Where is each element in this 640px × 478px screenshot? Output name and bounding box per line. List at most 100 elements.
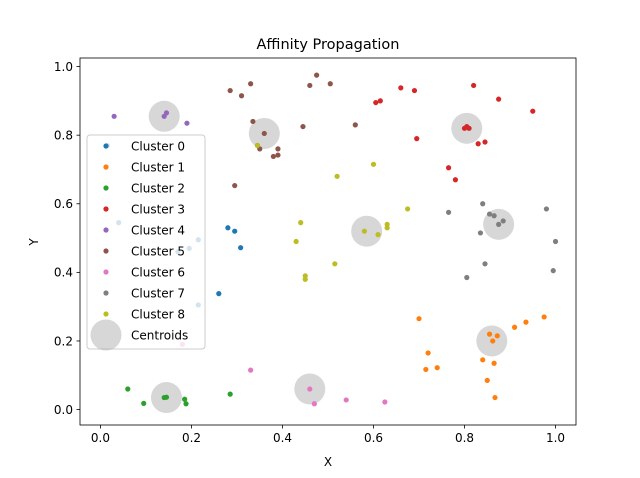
cluster-8-point-4 xyxy=(302,276,308,282)
cluster-7-point-7 xyxy=(496,221,502,227)
cluster-2-point-0 xyxy=(125,386,131,392)
cluster-8-point-1 xyxy=(293,238,299,245)
cluster-3-point-13 xyxy=(496,96,502,102)
cluster-3-point-6 xyxy=(452,177,459,183)
cluster-8-point-8 xyxy=(370,161,377,167)
cluster-5-point-13 xyxy=(314,72,320,78)
cluster-5-point-11 xyxy=(300,123,306,130)
y-axis-ticks: 0.0 0.2 0.4 0.6 0.8 1.0 xyxy=(54,60,80,417)
cluster-7-point-11 xyxy=(552,238,559,245)
cluster-1-point-6 xyxy=(486,331,493,337)
cluster-6-point-3 xyxy=(311,401,317,407)
cluster-7-point-8 xyxy=(500,218,506,224)
cluster-2-point-1 xyxy=(141,400,147,406)
y-tick-label: 0.0 xyxy=(54,403,73,417)
legend-marker-6 xyxy=(103,269,109,275)
cluster-1-point-4 xyxy=(480,357,486,363)
x-axis-ticks: 0.0 0.2 0.4 0.6 0.8 1.0 xyxy=(91,425,565,445)
cluster-8-point-11 xyxy=(384,221,390,227)
cluster-7-point-10 xyxy=(550,268,556,274)
legend-marker-3 xyxy=(103,206,109,212)
y-tick-label: 0.2 xyxy=(54,334,73,348)
y-tick-label: 1.0 xyxy=(54,60,73,74)
cluster-3-point-9 xyxy=(466,125,472,131)
cluster-4-point-3 xyxy=(184,120,190,126)
cluster-8-point-5 xyxy=(332,261,338,267)
legend-label-centroids: Centroids xyxy=(131,328,188,342)
cluster-5-point-1 xyxy=(232,182,238,189)
cluster-6-point-4 xyxy=(343,397,349,403)
cluster-3-point-5 xyxy=(445,165,452,171)
legend-box xyxy=(86,134,206,350)
x-tick-label: 0.2 xyxy=(182,431,201,445)
cluster-4-point-2 xyxy=(163,110,170,116)
legend-marker-7 xyxy=(103,290,109,296)
cluster-1-point-9 xyxy=(492,394,498,401)
cluster-5-point-4 xyxy=(250,118,256,125)
legend-marker-2 xyxy=(103,185,109,191)
y-tick-label: 0.8 xyxy=(54,128,73,142)
cluster-8-point-7 xyxy=(361,228,368,234)
legend-label-6: Cluster 6 xyxy=(131,265,185,279)
legend-marker-8 xyxy=(103,311,109,317)
cluster-0-point-8 xyxy=(232,228,238,234)
cluster-8-point-9 xyxy=(375,232,381,238)
cluster-5-point-7 xyxy=(261,130,267,137)
legend-label-0: Cluster 0 xyxy=(131,139,185,153)
cluster-1-point-2 xyxy=(425,350,431,356)
cluster-3-point-2 xyxy=(398,85,404,91)
cluster-5-point-2 xyxy=(238,93,245,99)
cluster-3-point-14 xyxy=(530,108,536,114)
cluster-3-point-3 xyxy=(411,87,418,94)
cluster-7-point-5 xyxy=(486,211,493,217)
cluster-5-point-3 xyxy=(248,81,254,87)
cluster-7-point-0 xyxy=(445,209,452,215)
y-tick-label: 0.6 xyxy=(54,197,73,211)
cluster-3-point-10 xyxy=(471,82,477,89)
x-tick-label: 0.8 xyxy=(455,431,474,445)
cluster-5-point-0 xyxy=(227,87,233,94)
cluster-3-point-1 xyxy=(377,98,383,104)
y-axis-label: Y xyxy=(27,238,41,247)
cluster-7-point-9 xyxy=(543,206,550,212)
legend-marker-1 xyxy=(103,164,109,170)
cluster-5-point-14 xyxy=(327,81,333,87)
cluster-2-point-4 xyxy=(182,396,188,402)
cluster-1-point-3 xyxy=(434,365,440,371)
cluster-3-point-11 xyxy=(475,141,481,147)
cluster-5-point-10 xyxy=(275,152,281,158)
cluster-1-point-5 xyxy=(484,377,490,384)
cluster-5-point-12 xyxy=(307,82,313,89)
cluster-3-point-0 xyxy=(373,99,379,106)
centroid-layer xyxy=(148,100,515,414)
cluster-7-point-4 xyxy=(482,261,488,267)
chart-title: Affinity Propagation xyxy=(257,37,400,53)
cluster-7-point-2 xyxy=(477,230,484,236)
cluster-4-point-0 xyxy=(111,113,117,119)
cluster-0-point-6 xyxy=(216,291,222,297)
cluster-0-point-9 xyxy=(238,245,244,251)
cluster-7-point-1 xyxy=(464,274,470,281)
legend-label-3: Cluster 3 xyxy=(131,202,185,216)
legend-marker-4 xyxy=(103,227,109,233)
cluster-5-point-15 xyxy=(352,122,358,128)
cluster-2-point-5 xyxy=(183,401,189,407)
cluster-6-point-5 xyxy=(382,399,388,405)
axes-frame xyxy=(79,57,577,426)
cluster-6-point-2 xyxy=(307,386,313,392)
legend-label-2: Cluster 2 xyxy=(131,181,185,195)
cluster-2-point-6 xyxy=(227,391,233,397)
x-axis-label: X xyxy=(324,455,332,469)
cluster-1-point-7 xyxy=(490,338,496,344)
cluster-1-point-1 xyxy=(423,366,429,373)
cluster-1-point-8 xyxy=(491,360,497,366)
legend-label-7: Cluster 7 xyxy=(131,286,185,300)
y-tick-label: 0.4 xyxy=(54,266,73,280)
cluster-0-point-7 xyxy=(225,225,231,231)
cluster-6-point-1 xyxy=(248,367,254,373)
legend-marker-5 xyxy=(103,248,109,254)
cluster-1-point-12 xyxy=(523,319,529,325)
cluster-8-point-0 xyxy=(254,142,261,149)
cluster-5-point-9 xyxy=(275,146,281,152)
